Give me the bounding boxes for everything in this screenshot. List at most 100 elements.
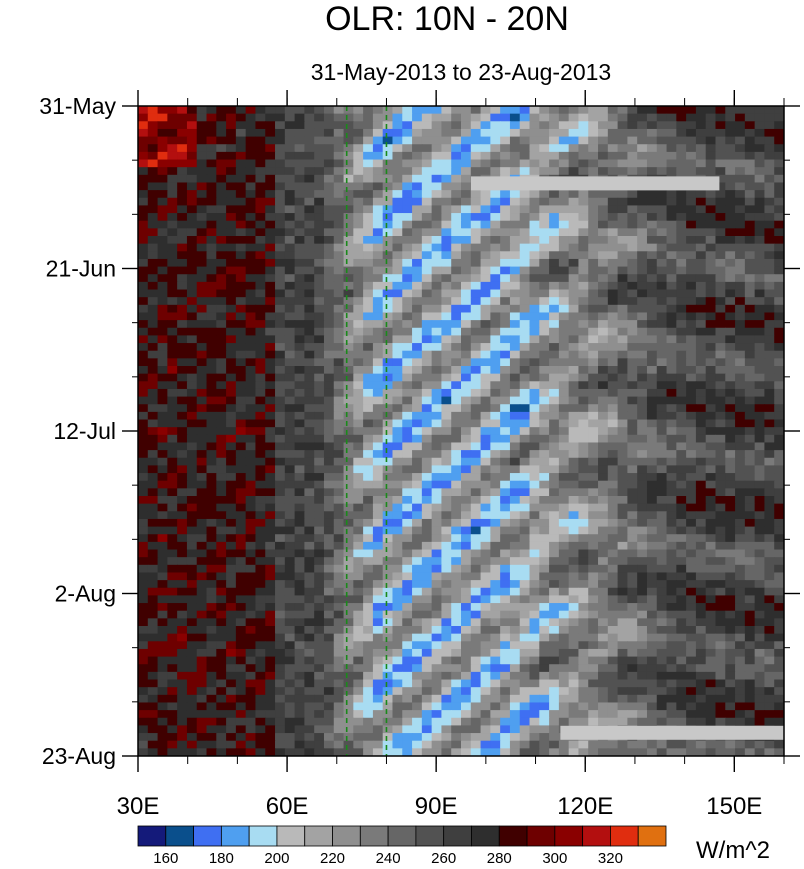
olr-cell [343, 228, 354, 237]
olr-cell [705, 320, 717, 329]
olr-cell [774, 243, 784, 252]
olr-cell [676, 564, 687, 574]
olr-cell [353, 442, 364, 451]
olr-cell [637, 236, 648, 245]
olr-cell [500, 633, 511, 642]
olr-cell [715, 442, 726, 451]
olr-cell [568, 350, 580, 359]
olr-cell [265, 580, 276, 589]
olr-cell [637, 534, 648, 543]
olr-cell [666, 496, 677, 505]
olr-cell [549, 128, 560, 138]
olr-cell [382, 626, 394, 635]
olr-cell [353, 549, 364, 558]
olr-cell [284, 220, 296, 229]
olr-cell [412, 350, 423, 359]
olr-cell [735, 289, 746, 298]
olr-cell [617, 151, 628, 161]
olr-cell [451, 113, 462, 122]
olr-cell [490, 457, 501, 467]
olr-cell [284, 641, 296, 650]
olr-cell [382, 580, 394, 589]
olr-cell [275, 182, 286, 191]
olr-cell [519, 320, 531, 329]
olr-cell [764, 220, 775, 229]
olr-cell [774, 174, 784, 184]
olr-cell [637, 151, 648, 161]
olr-cell [549, 518, 560, 528]
olr-cell [509, 419, 521, 428]
olr-cell [343, 503, 354, 512]
olr-cell [372, 190, 384, 199]
olr-cell [705, 610, 717, 619]
olr-cell [275, 167, 286, 176]
olr-cell [725, 151, 736, 161]
olr-cell [216, 182, 227, 191]
olr-cell [421, 381, 433, 390]
olr-cell [157, 419, 168, 428]
olr-cell [725, 258, 736, 268]
olr-cell [421, 388, 433, 398]
olr-cell [568, 358, 580, 367]
olr-cell [646, 297, 658, 306]
olr-cell [372, 450, 384, 459]
olr-cell [255, 404, 266, 413]
olr-cell [490, 251, 501, 260]
olr-cell [196, 381, 208, 390]
olr-cell [588, 671, 599, 681]
olr-cell [382, 128, 394, 138]
olr-cell [226, 220, 237, 229]
olr-cell [402, 404, 413, 413]
olr-cell [568, 572, 580, 581]
olr-cell [441, 373, 452, 382]
olr-cell [509, 564, 521, 574]
olr-cell [421, 121, 433, 130]
olr-cell [558, 388, 570, 398]
olr-cell [754, 358, 766, 367]
olr-cell [480, 258, 491, 268]
olr-cell [598, 496, 609, 505]
olr-cell [617, 419, 628, 428]
olr-cell [402, 572, 413, 581]
olr-cell [147, 511, 159, 520]
olr-cell [167, 557, 178, 566]
olr-cell [695, 220, 707, 229]
olr-cell [578, 656, 589, 665]
olr-cell [509, 465, 521, 474]
olr-cell [431, 335, 443, 344]
olr-cell [412, 648, 423, 658]
olr-cell [627, 633, 638, 642]
olr-cell [735, 190, 746, 199]
olr-cell [255, 633, 266, 642]
olr-cell [284, 557, 296, 566]
olr-cell [206, 266, 217, 275]
olr-cell [392, 128, 403, 138]
olr-cell [304, 396, 315, 405]
olr-cell [646, 473, 658, 482]
olr-cell [255, 656, 266, 665]
olr-cell [235, 320, 247, 329]
olr-cell [627, 419, 638, 428]
olr-cell [617, 304, 628, 314]
olr-cell [549, 228, 560, 237]
olr-cell [284, 320, 296, 329]
olr-cell [421, 656, 433, 665]
olr-cell [607, 144, 619, 153]
olr-cell [461, 174, 472, 184]
olr-cell [764, 236, 775, 245]
olr-cell [255, 366, 266, 375]
olr-cell [177, 243, 188, 252]
olr-cell [226, 151, 237, 161]
olr-cell [676, 205, 687, 214]
olr-cell [147, 373, 159, 382]
olr-cell [470, 442, 482, 451]
olr-cell [509, 258, 521, 268]
olr-cell [235, 419, 247, 428]
olr-cell [598, 243, 609, 252]
olr-cell [470, 610, 482, 619]
olr-cell [617, 641, 628, 650]
olr-cell [147, 541, 159, 551]
olr-cell [138, 213, 149, 222]
olr-cell [186, 312, 198, 321]
olr-cell [245, 541, 257, 551]
